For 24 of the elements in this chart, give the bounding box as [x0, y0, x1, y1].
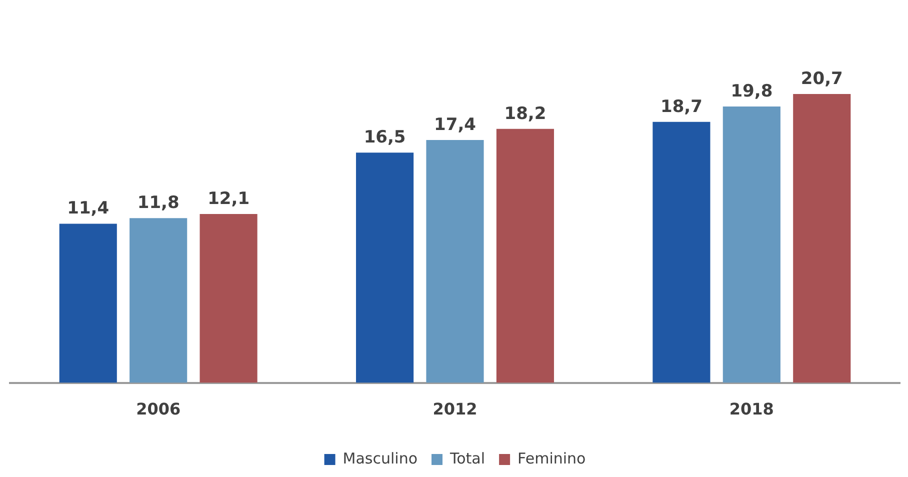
- bar: [496, 128, 554, 383]
- bar: [722, 106, 780, 383]
- legend-label: Total: [449, 449, 486, 468]
- data-label: 18,7: [660, 96, 702, 117]
- x-tick-label: 2018: [729, 400, 774, 419]
- data-label: 17,4: [434, 114, 476, 135]
- bar: [59, 224, 117, 383]
- bar: [652, 122, 710, 383]
- bar: [200, 214, 258, 383]
- data-label: 12,1: [208, 188, 250, 209]
- x-tick-label: 2006: [136, 400, 181, 419]
- legend-label: Masculino: [342, 449, 418, 468]
- data-label: 18,2: [504, 104, 546, 124]
- bar: [356, 152, 414, 383]
- bar: [793, 94, 851, 383]
- x-tick-label: 2012: [432, 400, 478, 419]
- bar: [426, 140, 484, 383]
- legend-label: Feminino: [518, 449, 586, 468]
- data-label: 19,8: [730, 81, 773, 102]
- data-label: 11,8: [137, 193, 180, 214]
- data-label: 16,5: [364, 128, 406, 148]
- data-label: 20,7: [800, 68, 843, 89]
- data-label: 11,4: [67, 198, 110, 219]
- bar: [130, 218, 188, 383]
